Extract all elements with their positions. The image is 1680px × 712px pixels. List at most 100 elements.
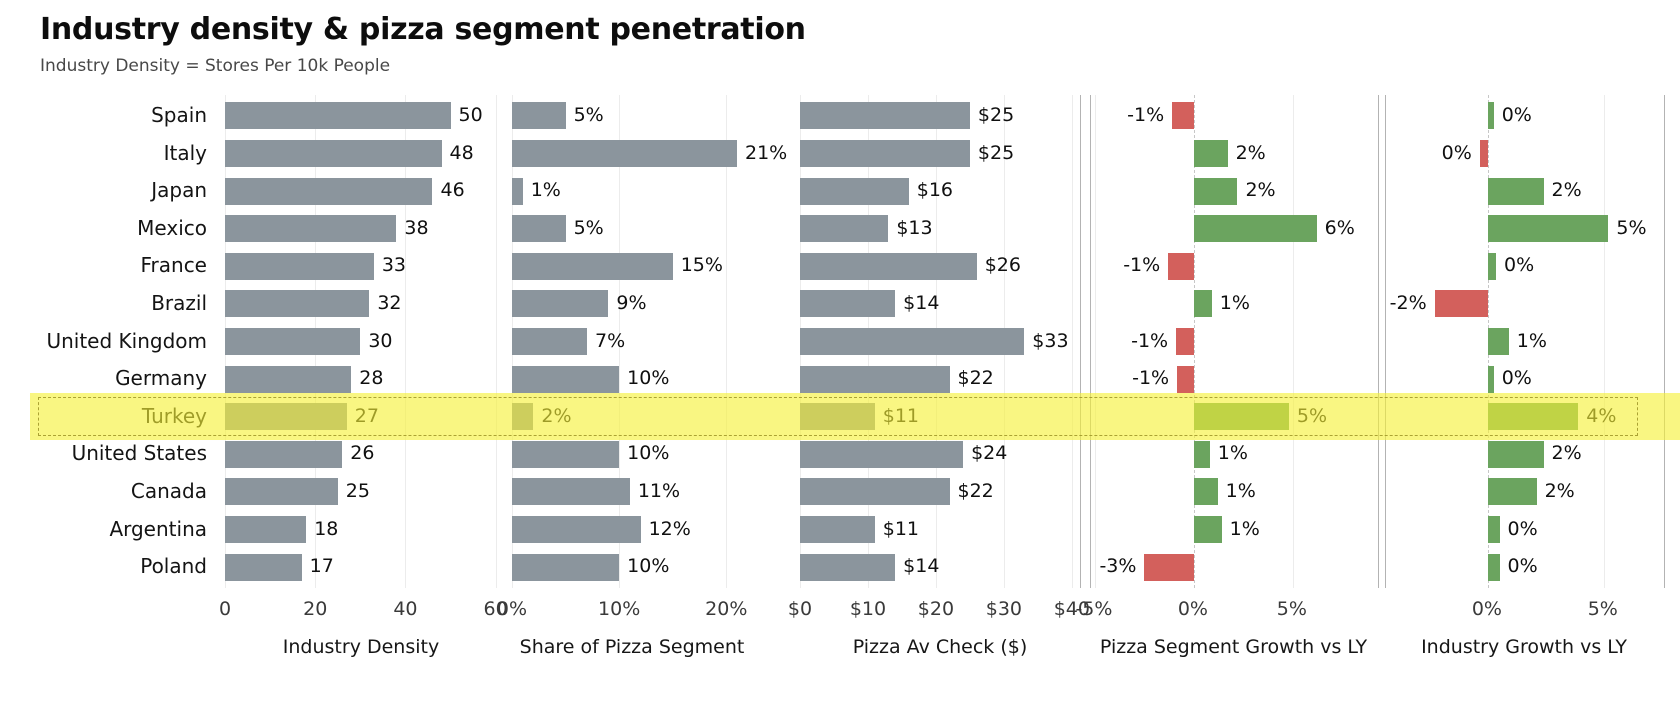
value-label: 2% — [1544, 480, 1575, 502]
value-label: 26 — [350, 442, 375, 465]
bar — [512, 515, 641, 543]
axis-tick-label: 5% — [1276, 598, 1307, 620]
bar — [800, 215, 889, 243]
bar — [1487, 553, 1500, 581]
axis-tick-label: 0% — [496, 598, 528, 620]
bar — [1176, 327, 1194, 355]
value-label: $11 — [882, 404, 920, 427]
bar — [225, 177, 433, 205]
value-label: 1% — [1229, 517, 1260, 540]
bar — [1487, 252, 1497, 280]
axis-tick-label: $30 — [985, 598, 1023, 620]
grid-line — [1071, 95, 1073, 588]
value-label: 9% — [616, 292, 647, 314]
bar — [800, 290, 896, 318]
country-label: Italy — [163, 140, 207, 165]
bar — [512, 102, 566, 130]
bar — [1487, 365, 1494, 393]
value-label: 48 — [449, 141, 474, 164]
value-label: -1% — [1132, 367, 1170, 390]
value-label: 0% — [1501, 367, 1532, 390]
bar — [1193, 478, 1218, 506]
value-label: 33 — [381, 254, 407, 277]
bar — [512, 553, 620, 581]
value-label: 18 — [314, 517, 339, 540]
country-label: United Kingdom — [46, 328, 207, 353]
value-label: 10% — [627, 367, 670, 390]
bar — [1177, 365, 1194, 393]
bar — [512, 177, 523, 205]
panel-share-of-pizza-segment: 5% 21% 1% 5% 15% 9% 7% 10% 2% 10% 11% 12% 10% — [512, 95, 787, 588]
panel-industry-density: 50 48 46 38 33 32 30 28 27 26 25 18 17 — [225, 95, 497, 588]
axis-tick-label: $0 — [787, 598, 813, 620]
grid-line — [495, 95, 497, 588]
bar — [1193, 139, 1228, 167]
value-label: 21% — [745, 141, 788, 164]
axis-tick-label: 5% — [1587, 598, 1618, 620]
value-label: $22 — [957, 367, 994, 390]
country-label: Japan — [151, 178, 207, 203]
value-label: -1% — [1123, 254, 1161, 277]
bar — [225, 139, 442, 167]
country-label: United States — [71, 441, 207, 466]
value-label: 5% — [573, 216, 604, 239]
value-label: $33 — [1032, 329, 1069, 352]
country-label: Brazil — [151, 291, 207, 315]
value-label: 15% — [680, 254, 723, 277]
value-label: -2% — [1389, 292, 1427, 314]
value-label: 2% — [1235, 141, 1266, 164]
bar — [225, 102, 451, 130]
bar — [225, 365, 352, 393]
country-label: Mexico — [137, 215, 207, 240]
axis-tick-label: 10% — [598, 598, 641, 620]
axis-tick-label: 0% — [1471, 598, 1502, 620]
axis-tick-label: 20% — [705, 598, 748, 620]
zero-line — [1193, 95, 1195, 588]
value-label: 10% — [627, 442, 670, 465]
value-label: 5% — [573, 104, 604, 126]
page-title: Industry density & pizza segment penetra… — [40, 12, 806, 47]
value-label: $22 — [957, 480, 994, 502]
bar — [1434, 290, 1488, 318]
value-label: 6% — [1324, 216, 1355, 239]
bar — [225, 215, 397, 243]
value-label: $11 — [882, 517, 920, 540]
bar — [225, 327, 361, 355]
bar — [800, 177, 909, 205]
value-label: 2% — [541, 404, 572, 427]
value-label: $25 — [977, 104, 1015, 126]
bar — [225, 553, 302, 581]
country-label: Poland — [140, 554, 207, 579]
bar — [1193, 290, 1212, 318]
axis-tick-label: 0% — [1177, 598, 1208, 620]
value-label: 2% — [1551, 179, 1582, 202]
bar — [1487, 403, 1579, 431]
axis-tick-label: $20 — [917, 598, 955, 620]
value-label: -1% — [1131, 329, 1169, 352]
value-label: 0% — [1507, 555, 1538, 578]
bar — [1487, 102, 1494, 130]
value-label: $24 — [971, 442, 1008, 465]
value-label: 1% — [1516, 329, 1547, 352]
bar — [800, 102, 970, 130]
bar — [512, 365, 620, 393]
grid-line — [1292, 95, 1294, 588]
axis-tick-label: 60 — [483, 598, 508, 620]
country-label: Germany — [115, 366, 207, 391]
bar — [1144, 553, 1194, 581]
bar — [512, 403, 534, 431]
value-label: 17 — [309, 555, 334, 578]
value-label: 50 — [458, 104, 483, 126]
value-label: $25 — [977, 141, 1015, 164]
bar — [1487, 177, 1544, 205]
bar — [1193, 215, 1317, 243]
grid-line — [619, 95, 621, 588]
value-label: 10% — [627, 555, 670, 578]
bar — [225, 252, 374, 280]
value-label: 0% — [1441, 141, 1472, 164]
bar — [1193, 440, 1210, 468]
value-label: $14 — [903, 555, 940, 578]
country-label: Canada — [130, 479, 207, 503]
bar — [512, 478, 630, 506]
bar — [225, 515, 307, 543]
